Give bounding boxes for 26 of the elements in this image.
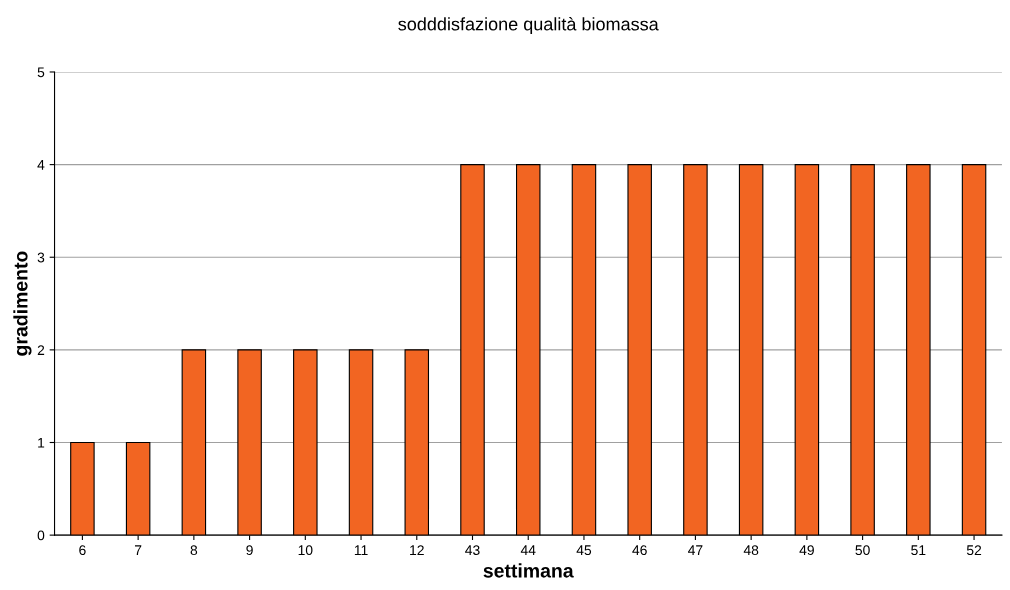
y-tick-label: 1: [38, 437, 45, 448]
chart-title: sodddisfazione qualità biomassa: [398, 17, 659, 35]
x-tick-label: 6: [79, 545, 86, 556]
x-tick-label: 7: [134, 545, 142, 555]
x-tick-label: 46: [632, 545, 647, 556]
x-axis-title: settimana: [483, 563, 574, 578]
y-tick-label: 0: [37, 530, 45, 541]
x-tick-label: 43: [465, 545, 480, 556]
x-tick-label: 11: [354, 545, 368, 555]
x-tick-label: 49: [799, 545, 814, 556]
x-tick-label: 44: [520, 545, 536, 555]
x-tick-label: 51: [911, 545, 926, 556]
y-tick-label: 5: [37, 67, 45, 78]
x-tick-label: 52: [966, 545, 982, 556]
y-tick-label: 4: [37, 160, 45, 170]
x-tick-label: 47: [688, 545, 703, 555]
y-tick-label: 3: [37, 252, 45, 263]
x-tick-label: 48: [743, 545, 759, 556]
x-tick-label: 8: [190, 545, 198, 556]
x-tick-label: 9: [246, 545, 253, 556]
x-tick-label: 45: [576, 545, 592, 556]
x-tick-label: 50: [855, 545, 870, 556]
y-axis-title: gradimento: [13, 251, 32, 356]
x-tick-label: 12: [410, 545, 424, 555]
y-tick-label: 2: [37, 345, 45, 355]
x-tick-label: 10: [298, 545, 313, 556]
